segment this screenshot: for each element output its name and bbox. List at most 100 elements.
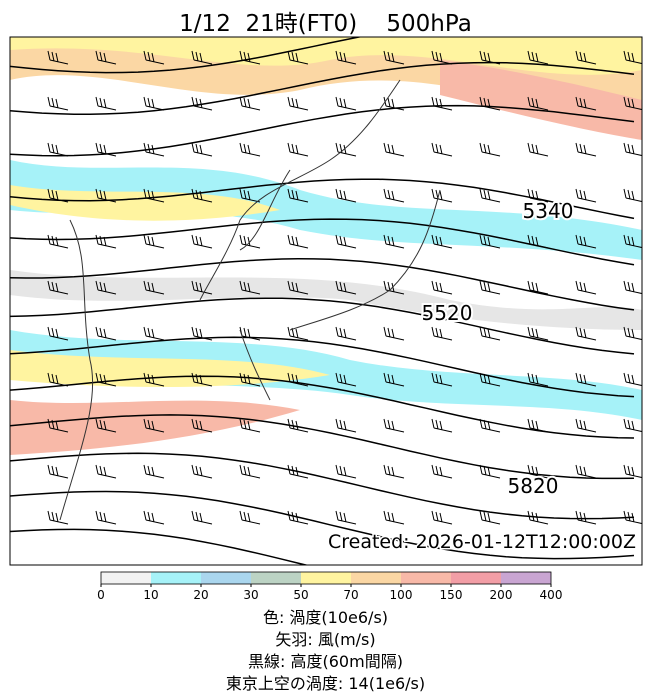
wind-barb [287, 510, 309, 525]
wind-barb [191, 142, 213, 157]
wind-barb [479, 372, 501, 387]
wind-barb [527, 372, 549, 387]
wind-barb [239, 418, 261, 433]
wind-barb [47, 372, 69, 387]
wind-barb [527, 418, 549, 433]
wind-barb [191, 50, 213, 65]
wind-barb [95, 372, 117, 387]
wind-barb [95, 326, 117, 341]
wind-barb [191, 326, 213, 341]
coastlines [59, 79, 441, 521]
wind-barb [527, 50, 549, 65]
colorbar-segment [351, 572, 401, 584]
wind-barb [143, 188, 165, 203]
wind-barb [191, 96, 213, 111]
colorbar-segment [501, 572, 551, 584]
wind-barb [335, 188, 357, 203]
wind-barb [479, 280, 501, 295]
contour-label: 5520 [422, 301, 473, 325]
contour-label: 5820 [508, 474, 559, 498]
wind-barb [575, 510, 597, 525]
wind-barb [335, 234, 357, 249]
colorbar-tick-label: 70 [343, 588, 358, 602]
wind-barb [623, 418, 642, 433]
wind-barb [335, 372, 357, 387]
legend-line: 色: 渦度(10e6/s) [262, 608, 389, 627]
wind-barb [527, 142, 549, 157]
wind-barb [431, 510, 453, 525]
wind-barb [479, 510, 501, 525]
wind-barb [575, 188, 597, 203]
wind-barb [239, 142, 261, 157]
wind-barb [383, 418, 405, 433]
wind-barb [479, 142, 501, 157]
wind-barb [623, 188, 642, 203]
wind-barb [383, 188, 405, 203]
contour-line [10, 297, 635, 355]
wind-barb [623, 50, 642, 65]
wind-barb [95, 234, 117, 249]
wind-barb [527, 464, 549, 479]
wind-barb [335, 142, 357, 157]
wind-barb [287, 326, 309, 341]
wind-barb [623, 142, 642, 157]
legend-line: 黒線: 高度(60m間隔) [248, 652, 403, 671]
colorbar-segment [301, 572, 351, 584]
wind-barb [239, 188, 261, 203]
wind-barb [47, 96, 69, 111]
wind-barb [239, 372, 261, 387]
wind-barb [431, 464, 453, 479]
wind-barb [575, 372, 597, 387]
wind-barb [623, 372, 642, 387]
wind-barb [479, 234, 501, 249]
wind-barb [623, 510, 642, 525]
wind-barb [287, 142, 309, 157]
wind-barb [431, 326, 453, 341]
colorbar-segment [451, 572, 501, 584]
wind-barb [287, 188, 309, 203]
contour-line [10, 37, 363, 74]
wind-barb [143, 510, 165, 525]
colorbar-tick-label: 400 [540, 588, 563, 602]
wind-barb [287, 234, 309, 249]
wind-barb [527, 96, 549, 111]
wind-barb [191, 418, 213, 433]
wind-barb [287, 50, 309, 65]
wind-barb [239, 50, 261, 65]
wind-barb [479, 96, 501, 111]
wind-barb [527, 188, 549, 203]
wind-barb [239, 280, 261, 295]
wind-barb [95, 510, 117, 525]
wind-barb [143, 326, 165, 341]
wind-barb [287, 372, 309, 387]
wind-barb [239, 464, 261, 479]
wind-barb [623, 234, 642, 249]
wind-barb [335, 326, 357, 341]
colorbar-tick-label: 20 [193, 588, 208, 602]
wind-barb [287, 96, 309, 111]
wind-barb [431, 142, 453, 157]
colorbar-tick-label: 200 [490, 588, 513, 602]
wind-barb [335, 96, 357, 111]
wind-barb [383, 510, 405, 525]
wind-barb [431, 280, 453, 295]
wind-barb [479, 188, 501, 203]
wind-barb [335, 280, 357, 295]
colorbar-tick-label: 10 [143, 588, 158, 602]
colorbar-segment [401, 572, 451, 584]
wind-barb [47, 280, 69, 295]
wind-barb [143, 96, 165, 111]
colorbar-segment [101, 572, 151, 584]
created-label: Created: 2026-01-12T12:00:00Z [328, 531, 636, 553]
colorbar-tick-label: 100 [390, 588, 413, 602]
wind-barb [95, 188, 117, 203]
colorbar-segment [251, 572, 301, 584]
wind-barb [527, 280, 549, 295]
contour-line [10, 336, 635, 398]
wind-barb [431, 188, 453, 203]
wind-barb [47, 464, 69, 479]
wind-barb [47, 418, 69, 433]
wind-barb [47, 142, 69, 157]
wind-barb [575, 418, 597, 433]
